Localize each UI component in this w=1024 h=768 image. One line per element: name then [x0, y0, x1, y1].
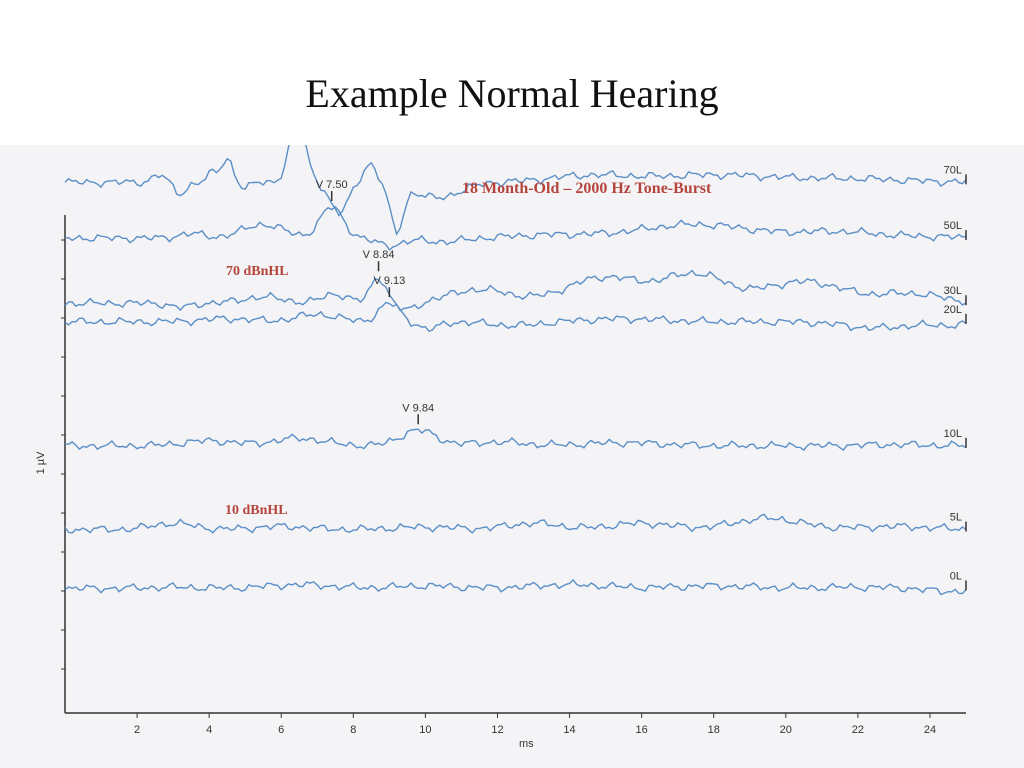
x-tick-label: 16: [636, 724, 648, 736]
x-tick-label: 18: [708, 724, 720, 736]
trace-70L: [64, 145, 967, 236]
x-tick-label: 2: [134, 724, 140, 736]
trace-50L: [64, 205, 967, 251]
peak-label-20L: V 9.13: [373, 275, 405, 287]
trace-label-20L: 20L: [944, 304, 962, 316]
slide-title: Example Normal Hearing: [305, 71, 719, 116]
chart-panel: [0, 145, 1024, 768]
x-tick-label: 12: [491, 724, 503, 736]
trace-label-30L: 30L: [944, 285, 962, 297]
trace-10L: [64, 428, 967, 452]
chart-title: 18 Month-Old – 2000 Hz Tone-Burst: [462, 180, 712, 197]
trace-label-50L: 50L: [944, 220, 962, 232]
x-tick-label: 6: [278, 724, 284, 736]
x-tick-label: 20: [780, 724, 792, 736]
peak-label-30L: V 8.84: [363, 249, 395, 261]
chart-traces: [64, 145, 967, 596]
annotation-70-dbnhl: 70 dBnHL: [226, 264, 289, 279]
trace-0L: [64, 578, 967, 596]
trace-label-70L: 70L: [944, 164, 962, 176]
trace-label-10L: 10L: [944, 428, 962, 440]
peak-label-50L: V 7.50: [316, 179, 348, 191]
trace-label-5L: 5L: [950, 512, 962, 524]
x-tick-label: 24: [924, 724, 936, 736]
x-tick-label: 22: [852, 724, 864, 736]
peak-label-10L: V 9.84: [402, 402, 434, 414]
y-axis-title: 1 µV: [35, 451, 47, 475]
x-tick-label: 4: [206, 724, 212, 736]
trace-30L: [64, 269, 967, 312]
x-tick-label: 14: [563, 724, 575, 736]
x-axis-title: ms: [519, 738, 534, 750]
annotation-10-dbnhl: 10 dBnHL: [225, 503, 288, 518]
x-tick-label: 8: [350, 724, 356, 736]
trace-5L: [64, 513, 967, 534]
x-tick-label: 10: [419, 724, 431, 736]
trace-20L: [64, 301, 967, 333]
trace-label-0L: 0L: [950, 570, 962, 582]
